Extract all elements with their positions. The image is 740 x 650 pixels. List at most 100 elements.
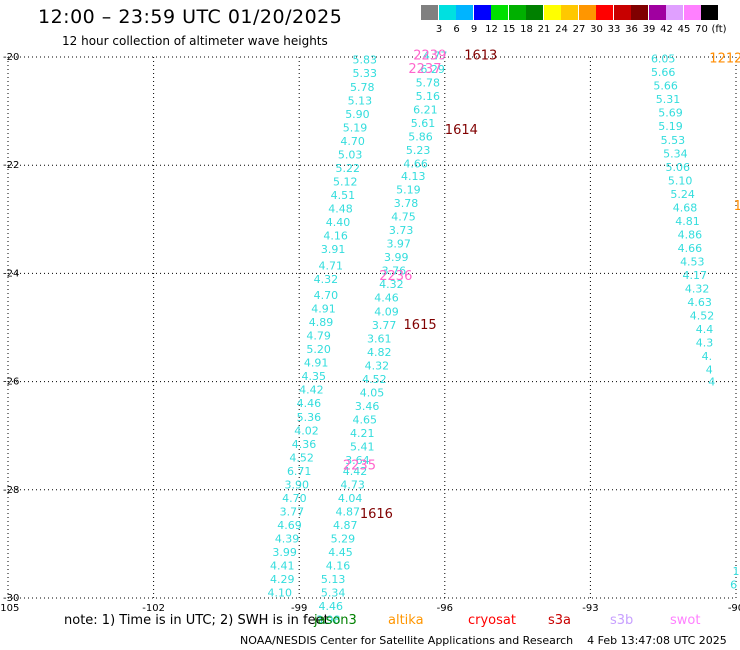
satellite-altika: altika (388, 613, 424, 628)
color-swatch (613, 5, 631, 20)
altimeter-track: 6.055.665.665.315.695.195.535.345.065.10… (651, 53, 715, 389)
color-scale-label: 27 (572, 24, 586, 35)
wave-height-label: 5.16 (416, 90, 441, 103)
wave-height-label: 5.29 (331, 532, 356, 545)
wave-height-label: 5.19 (658, 120, 683, 133)
wave-height-label: 3.46 (355, 400, 380, 413)
color-scale-label: 39 (642, 24, 656, 35)
wave-height-label: 5.34 (321, 587, 346, 600)
axis-tick-labels: -105 -102 -99 -96 -93 -90 -20 -22 -24 -26 -28 -30 (0, 52, 740, 614)
wave-height-label: 5.10 (668, 174, 693, 187)
wave-height-label: 1 (733, 565, 740, 578)
wave-height-label: 4.16 (323, 230, 348, 243)
wave-height-label: 4.32 (365, 359, 390, 372)
color-swatch (561, 5, 578, 20)
wave-height-label: 5.31 (656, 93, 681, 106)
wave-height-label: 3.77 (280, 505, 305, 518)
lon-tick-label: -102 (142, 603, 165, 614)
wave-height-label: 5.13 (321, 573, 346, 586)
pass-time-label: 2236 (379, 269, 412, 284)
color-swatch (666, 5, 683, 20)
wave-height-label: 3.91 (321, 243, 346, 256)
wave-height-label: 5.12 (333, 175, 358, 188)
wave-height-label: 5.19 (343, 121, 368, 134)
timestamp: 4 Feb 13:47:08 UTC 2025 (587, 634, 727, 647)
color-swatch (421, 5, 438, 20)
wave-height-label: 5.19 (396, 184, 421, 197)
color-swatch (473, 5, 491, 20)
color-scale-label: 21 (537, 24, 551, 35)
wave-height-label: 3.64 (345, 454, 370, 467)
wave-height-label: 4.51 (331, 189, 356, 202)
color-scale-label: 12 (485, 24, 498, 35)
wave-height-label: 5.13 (348, 94, 373, 107)
wave-height-label: 4. (702, 350, 713, 363)
wave-height-label: 5.83 (352, 54, 377, 67)
pass-time-label: 2237 (408, 62, 441, 77)
wave-height-label: 4.87 (335, 505, 360, 518)
wave-height-label: 3.98 (316, 614, 341, 627)
wave-height-label: 4 (708, 376, 715, 389)
wave-height-label: 4.09 (374, 305, 399, 318)
wave-height-label: 5.24 (670, 188, 695, 201)
wave-height-label: 6.21 (413, 103, 438, 116)
wave-height-label: 3.97 (386, 238, 411, 251)
wave-height-label: 4.52 (289, 451, 314, 464)
wave-height-label: 4.87 (333, 519, 358, 532)
wave-height-label: 5.78 (350, 81, 375, 94)
color-scale-label: 18 (520, 24, 533, 35)
wave-height-label: 4.17 (682, 269, 707, 282)
color-scale-label: 6 (453, 24, 460, 35)
wave-height-label: 4.91 (304, 357, 329, 370)
satellite-swot: swot (670, 613, 701, 628)
wave-height-label: 4.42 (299, 384, 324, 397)
wave-height-label: 4.70 (282, 492, 307, 505)
color-scale-label: 9 (470, 24, 478, 35)
wave-height-label: 4.16 (326, 560, 351, 573)
wave-height-label: 4.45 (328, 546, 353, 559)
wave-height-label: 4.52 (690, 310, 715, 323)
wave-height-label: 4.63 (687, 296, 712, 309)
wave-height-label: 5.36 (297, 411, 322, 424)
wave-height-label: 4.89 (309, 316, 334, 329)
wave-height-label: 4.82 (367, 346, 392, 359)
satellite-cryosat: cryosat (468, 613, 516, 628)
color-swatch (543, 5, 561, 20)
satellite-s3a: s3a (548, 613, 572, 628)
wave-height-label: 4.70 (314, 289, 339, 302)
wave-height-label: 3.90 (285, 478, 310, 491)
wave-height-label: 4.53 (680, 255, 705, 268)
wave-height-label: 4.52 (362, 373, 387, 386)
altimeter-tracks: 5.835.335.785.135.905.194.705.035.225.12… (268, 49, 740, 626)
wave-height-label: 5.34 (663, 147, 688, 160)
wave-height-label: 5.69 (658, 107, 683, 120)
wave-height-label: 5.41 (350, 441, 375, 454)
wave-height-label: 3.61 (367, 332, 392, 345)
wave-height-label: 4.46 (318, 600, 343, 613)
wave-height-label: 4.86 (678, 228, 703, 241)
lat-tick-label: -26 (3, 377, 19, 388)
wave-height-label: 4.66 (678, 242, 703, 255)
color-swatch (631, 5, 648, 20)
pass-time-label: 1 (734, 199, 740, 214)
wave-height-label: 4.3 (696, 337, 714, 350)
wave-height-label: 4.36 (292, 438, 317, 451)
color-scale-label: 45 (677, 24, 691, 35)
wave-height-label: 4.46 (374, 292, 399, 305)
wave-height-label: 4.75 (391, 211, 416, 224)
wave-height-label: 4.02 (294, 424, 319, 437)
color-scale-label: (ft) (711, 24, 727, 35)
lat-tick-label: -22 (3, 160, 19, 171)
color-swatch (456, 5, 473, 20)
pass-time-label: 2235 (343, 458, 376, 473)
pass-time-label: 2239 (413, 48, 446, 63)
wave-height-label: 4.04 (338, 492, 363, 505)
wave-height-label: 5.78 (416, 76, 441, 89)
wave-height-label: 3.78 (394, 197, 419, 210)
wave-height-label: 5.22 (335, 162, 360, 175)
color-swatch (578, 5, 596, 20)
wave-height-label: 4.77 (423, 49, 448, 62)
wave-height-label: 6.29 (420, 63, 445, 76)
wave-height-label: 3.76 (382, 265, 407, 278)
